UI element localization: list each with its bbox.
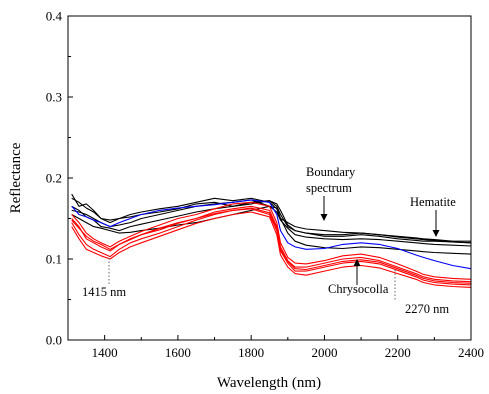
series-line-7 (71, 205, 472, 283)
series-line-4 (71, 200, 472, 244)
series-line-10 (71, 211, 472, 288)
annotation-chrysocolla-label: Chrysocolla (328, 282, 389, 296)
series-line-11 (71, 207, 472, 284)
annotation-boundary-line2: spectrum (306, 181, 352, 195)
annotation-2270-label: 2270 nm (405, 302, 449, 316)
annotation-hematite-arrowhead (432, 230, 440, 237)
y-tick-label: 0.3 (46, 90, 62, 105)
series-line-9 (71, 201, 472, 280)
ticks-layer: 1400 1600 1800 2000 2200 2400 0.0 0.1 0.2 0.3 0.4 (46, 9, 484, 361)
x-tick-label: 2000 (311, 345, 337, 360)
annotation-hematite-label: Hematite (410, 195, 456, 209)
y-tick-label: 0.0 (46, 333, 62, 348)
annotation-boundary-line1: Boundary (306, 165, 356, 179)
x-tick-label: 2400 (458, 345, 484, 360)
x-tick-label: 2200 (385, 345, 411, 360)
x-tick-label: 1800 (238, 345, 264, 360)
series-layer (71, 193, 472, 288)
series-line-6 (71, 199, 472, 270)
annotation-boundary-arrowhead (320, 214, 328, 221)
plot-frame (67, 15, 472, 341)
y-tick-label: 0.1 (46, 252, 62, 267)
series-line-8 (71, 208, 472, 286)
y-tick-label: 0.4 (46, 9, 63, 24)
y-tick-label: 0.2 (46, 171, 62, 186)
annotation-1415-label: 1415 nm (82, 285, 126, 299)
x-tick-label: 1600 (165, 345, 191, 360)
y-axis-title: Reflectance (8, 142, 24, 213)
annotations: 1415 nm Boundary spectrum Hematite Chrys… (82, 165, 456, 316)
x-axis-title: Wavelength (nm) (217, 375, 321, 391)
annotation-chrysocolla-arrowhead (353, 259, 361, 266)
x-tick-label: 1400 (92, 345, 118, 360)
